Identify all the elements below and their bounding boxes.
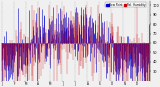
Legend: Dew Point, Rel. Humidity: Dew Point, Rel. Humidity (105, 2, 146, 7)
